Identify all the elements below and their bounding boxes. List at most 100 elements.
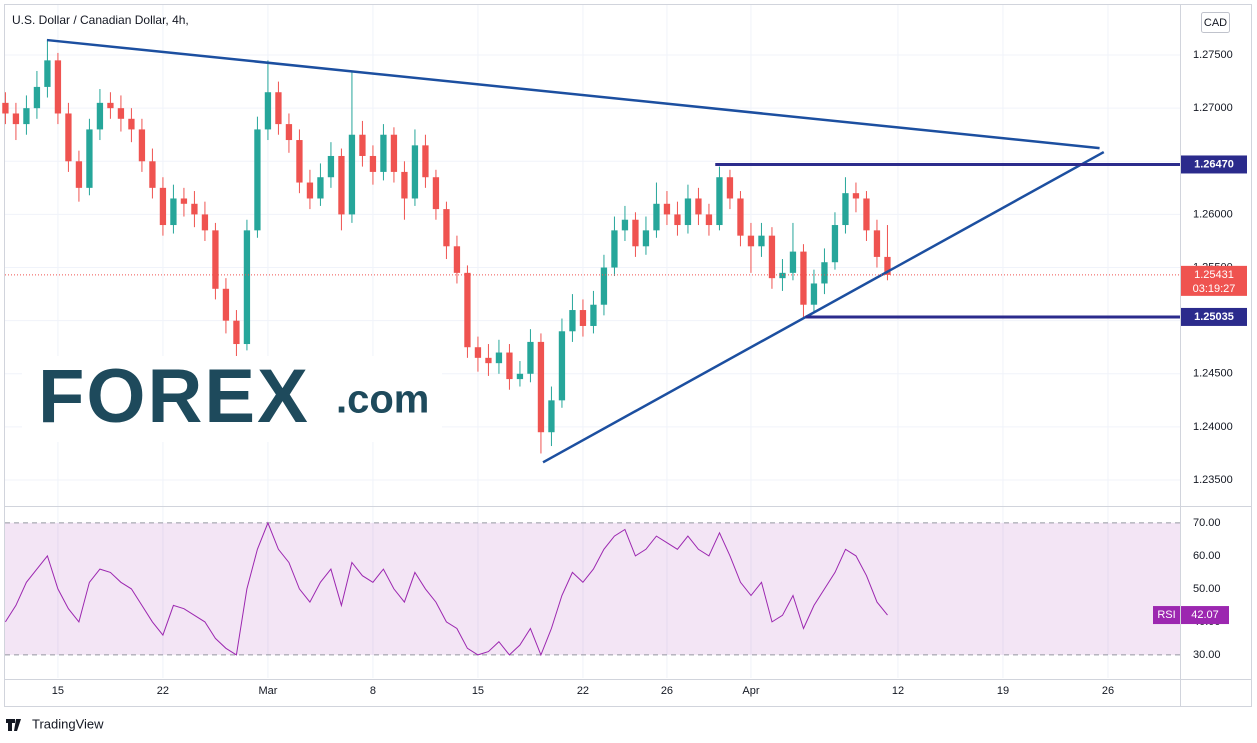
last-price-label: 1.25431 xyxy=(1194,269,1234,281)
logo: FOREX .com xyxy=(22,354,442,442)
candle-body xyxy=(474,347,482,358)
x-tick-label: 15 xyxy=(52,685,64,697)
candle-body xyxy=(516,373,524,380)
candle-body xyxy=(222,288,230,321)
candle-body xyxy=(432,177,440,210)
trend-line xyxy=(46,38,1100,150)
candle-body xyxy=(726,177,734,199)
candle-body xyxy=(527,341,534,374)
candle-body xyxy=(338,155,345,215)
candle-body xyxy=(737,198,744,236)
candle-body xyxy=(12,113,20,125)
candle-body xyxy=(558,331,566,401)
candle-body xyxy=(821,262,828,284)
candle-body xyxy=(327,155,335,178)
candle-body xyxy=(789,251,797,273)
y-tick-label: 1.24500 xyxy=(1193,368,1233,380)
candle-body xyxy=(159,187,167,226)
candle-body xyxy=(611,230,618,268)
y-tick-label: 1.26000 xyxy=(1193,208,1233,220)
candle-body xyxy=(810,283,818,305)
x-tick-label: 26 xyxy=(1102,685,1114,697)
candle-body xyxy=(863,198,870,231)
candle-body xyxy=(33,86,41,109)
candle-body xyxy=(884,256,891,275)
candle-body xyxy=(642,230,650,247)
candle-body xyxy=(705,214,713,226)
level-label: 1.25035 xyxy=(1194,311,1234,323)
x-tick-label: 15 xyxy=(472,685,484,697)
candle-body xyxy=(243,230,251,345)
candle-body xyxy=(264,92,272,130)
logo-suffix: .com xyxy=(336,378,429,422)
candle-body xyxy=(747,235,755,247)
candle-body xyxy=(537,341,545,433)
rsi-tick-label: 60.00 xyxy=(1193,550,1221,562)
candle-body xyxy=(212,230,219,289)
candle-body xyxy=(443,209,450,247)
candle-body xyxy=(495,352,503,364)
candle-body xyxy=(317,177,324,199)
candle-body xyxy=(464,272,471,348)
candle-body xyxy=(716,177,723,226)
candle-body xyxy=(548,400,555,433)
candle-body xyxy=(674,214,681,226)
candle-body xyxy=(422,145,429,178)
x-tick-label: Apr xyxy=(742,685,759,697)
candle-body xyxy=(653,203,660,231)
x-tick-label: 22 xyxy=(157,685,169,697)
candle-body xyxy=(401,171,408,199)
candle-body xyxy=(873,230,881,257)
plot: 15 22 Mar 8 15 22 26 Apr 12 19 26 1.23500 1.24000 1.2… xyxy=(2,38,1247,697)
candle-body xyxy=(348,134,356,215)
y-tick-label: 1.24000 xyxy=(1193,421,1233,433)
candle-body xyxy=(842,193,849,226)
candle-body xyxy=(695,198,702,215)
currency-box xyxy=(1201,12,1230,33)
candle-body xyxy=(621,219,629,231)
candle-body xyxy=(390,134,398,172)
rsi-line xyxy=(4,521,888,657)
logo-main: FOREX xyxy=(38,354,310,439)
chart-title: U.S. Dollar / Canadian Dollar, 4h, xyxy=(12,13,189,27)
y-tick-label: 1.27000 xyxy=(1193,102,1233,114)
tv-logo: TradingView xyxy=(6,716,104,731)
candle-body xyxy=(663,203,671,215)
candle-body xyxy=(75,161,83,188)
candle-body xyxy=(684,198,692,226)
grid xyxy=(5,5,1180,678)
y-tick-label: 1.27500 xyxy=(1193,49,1233,61)
candle-body xyxy=(191,203,198,215)
candle-body xyxy=(54,60,62,114)
rsi-tick-label: 50.00 xyxy=(1193,583,1221,595)
rsi-value: 42.07 xyxy=(1191,609,1219,621)
rsi-tick-label: 30.00 xyxy=(1193,649,1221,661)
rsi-name: RSI xyxy=(1157,609,1175,621)
currency: CAD xyxy=(1204,17,1227,29)
logo-bg xyxy=(22,356,442,442)
candle-body xyxy=(569,310,576,332)
candle-body xyxy=(117,108,125,119)
candle-body xyxy=(296,140,303,183)
countdown: 03:19:27 xyxy=(1193,283,1236,295)
candle-body xyxy=(44,60,51,87)
candle-body xyxy=(485,357,492,364)
level-label: 1.26470 xyxy=(1194,158,1234,170)
candle-body xyxy=(600,267,608,305)
candle-body xyxy=(170,198,177,226)
candle-body xyxy=(2,102,9,114)
candle-body xyxy=(779,272,786,279)
candle-body xyxy=(632,219,639,247)
candle-body xyxy=(233,320,240,345)
candle-body xyxy=(65,113,72,162)
candle-body xyxy=(831,225,839,263)
candle-body xyxy=(201,214,209,231)
footer: TradingView xyxy=(32,716,104,731)
candle-body xyxy=(180,198,188,204)
candle-body xyxy=(453,246,461,273)
candle-body xyxy=(96,102,104,130)
candle-body xyxy=(149,161,156,188)
tv-icon xyxy=(6,719,21,731)
candle-body xyxy=(506,352,513,380)
